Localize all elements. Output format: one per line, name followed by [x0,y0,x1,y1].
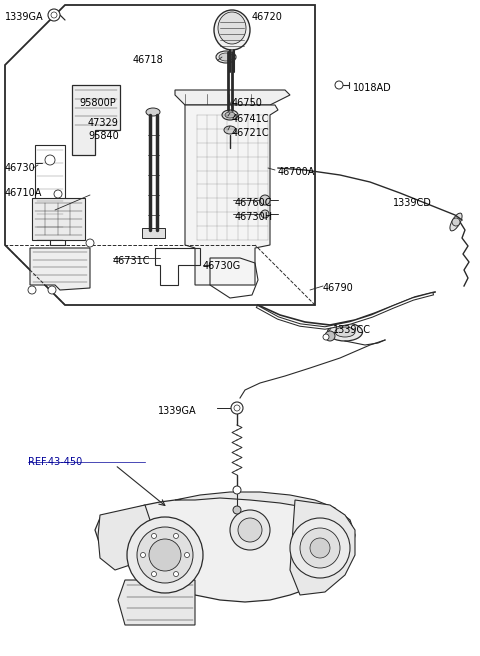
Circle shape [234,405,240,411]
Text: 95800P: 95800P [79,98,116,108]
Polygon shape [290,500,355,595]
Polygon shape [72,85,120,155]
Circle shape [233,506,241,514]
Text: 1018AD: 1018AD [353,83,392,93]
Text: 46730: 46730 [5,163,36,173]
Text: 46731C: 46731C [113,256,151,266]
Circle shape [230,510,270,550]
Ellipse shape [327,323,362,341]
Polygon shape [185,105,278,285]
Circle shape [310,538,330,558]
Ellipse shape [222,110,238,120]
Text: 46720: 46720 [252,12,283,22]
Circle shape [231,402,243,414]
Circle shape [323,334,329,340]
Circle shape [86,239,94,247]
Circle shape [452,218,460,226]
Circle shape [173,533,179,539]
Text: REF.43-450: REF.43-450 [28,457,82,467]
Circle shape [28,286,36,294]
Ellipse shape [214,10,250,50]
Ellipse shape [225,112,235,118]
Text: 46741C: 46741C [232,114,269,124]
Polygon shape [175,90,290,105]
Circle shape [335,81,343,89]
Circle shape [149,539,181,571]
Circle shape [48,286,56,294]
Circle shape [290,518,350,578]
Circle shape [127,517,203,593]
Circle shape [54,190,62,198]
Ellipse shape [146,108,160,116]
Polygon shape [175,492,340,515]
Circle shape [184,552,190,558]
Text: 1339CC: 1339CC [333,325,371,335]
Polygon shape [32,198,85,240]
Text: 46710A: 46710A [5,188,42,198]
Ellipse shape [218,12,246,44]
Circle shape [51,12,57,18]
Ellipse shape [216,51,236,63]
Ellipse shape [224,126,236,134]
Ellipse shape [450,213,462,231]
Circle shape [141,552,145,558]
Polygon shape [95,495,355,602]
Text: 95840: 95840 [88,131,119,141]
Circle shape [325,331,335,341]
Text: 46700A: 46700A [278,167,315,177]
Text: 1339GA: 1339GA [5,12,44,22]
Ellipse shape [335,327,355,337]
Circle shape [152,533,156,539]
Circle shape [48,9,60,21]
Circle shape [152,571,156,577]
Text: 46721C: 46721C [232,128,270,138]
Polygon shape [142,228,165,238]
Circle shape [261,210,269,218]
Circle shape [300,528,340,568]
Text: 46730G: 46730G [203,261,241,271]
Text: 47329: 47329 [88,118,119,128]
Text: 46760C: 46760C [235,198,273,208]
Circle shape [173,571,179,577]
Text: 46790: 46790 [323,283,354,293]
Circle shape [45,155,55,165]
Text: 46750: 46750 [232,98,263,108]
Polygon shape [118,580,195,625]
Polygon shape [30,248,90,290]
Ellipse shape [219,53,233,61]
Polygon shape [98,505,150,570]
Circle shape [137,527,193,583]
Text: 1339GA: 1339GA [158,406,197,416]
Circle shape [238,518,262,542]
Text: 1339CD: 1339CD [393,198,432,208]
Text: 46718: 46718 [133,55,164,65]
Circle shape [260,195,270,205]
Text: 46730H: 46730H [235,212,273,222]
Circle shape [233,486,241,494]
